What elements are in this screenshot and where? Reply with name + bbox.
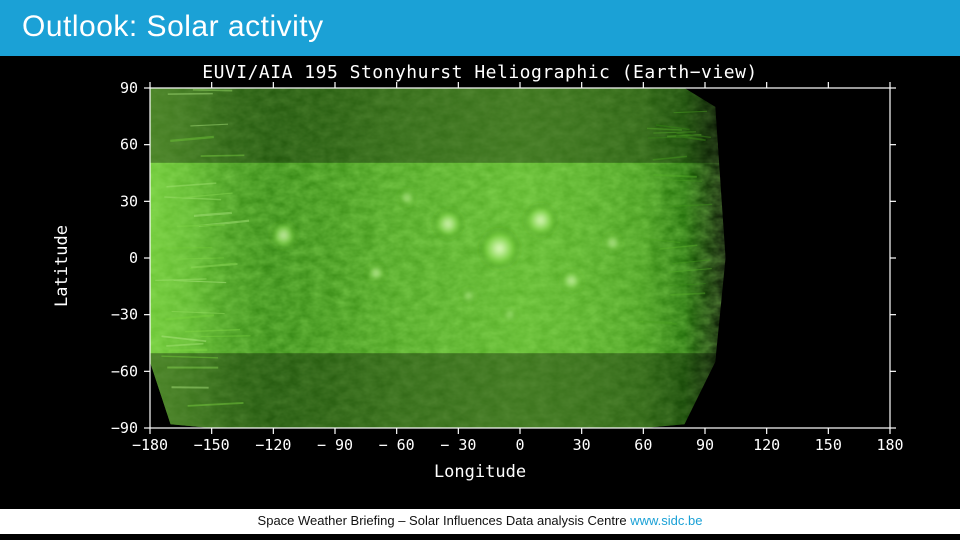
slide-title-text: Outlook: Solar activity bbox=[22, 10, 324, 43]
svg-text:−30: −30 bbox=[111, 306, 138, 324]
svg-text:180: 180 bbox=[876, 436, 903, 454]
svg-text:150: 150 bbox=[815, 436, 842, 454]
footer: Space Weather Briefing – Solar Influence… bbox=[0, 509, 960, 534]
svg-text:− 30: − 30 bbox=[440, 436, 476, 454]
slide-title: Outlook: Solar activity bbox=[0, 0, 960, 56]
svg-text:0: 0 bbox=[515, 436, 524, 454]
svg-text:0: 0 bbox=[129, 249, 138, 267]
svg-text:30: 30 bbox=[573, 436, 591, 454]
svg-text:90: 90 bbox=[120, 79, 138, 97]
svg-text:120: 120 bbox=[753, 436, 780, 454]
svg-text:60: 60 bbox=[634, 436, 652, 454]
footer-link[interactable]: www.sidc.be bbox=[630, 513, 702, 528]
svg-text:−90: −90 bbox=[111, 419, 138, 437]
chart-container: EUVI/AIA 195 Stonyhurst Heliographic (Ea… bbox=[0, 56, 960, 486]
svg-text:90: 90 bbox=[696, 436, 714, 454]
svg-text:−60: −60 bbox=[111, 362, 138, 380]
svg-text:−120: −120 bbox=[255, 436, 291, 454]
chart-svg: −180 −150 −120 − 90 − 60 − 30 0 30 60 90 120 150 180… bbox=[0, 56, 960, 486]
svg-text:−150: −150 bbox=[194, 436, 230, 454]
svg-text:− 90: − 90 bbox=[317, 436, 353, 454]
svg-text:30: 30 bbox=[120, 192, 138, 210]
svg-text:−180: −180 bbox=[132, 436, 168, 454]
svg-text:− 60: − 60 bbox=[379, 436, 415, 454]
svg-text:60: 60 bbox=[120, 136, 138, 154]
footer-text: Space Weather Briefing – Solar Influence… bbox=[258, 513, 631, 528]
